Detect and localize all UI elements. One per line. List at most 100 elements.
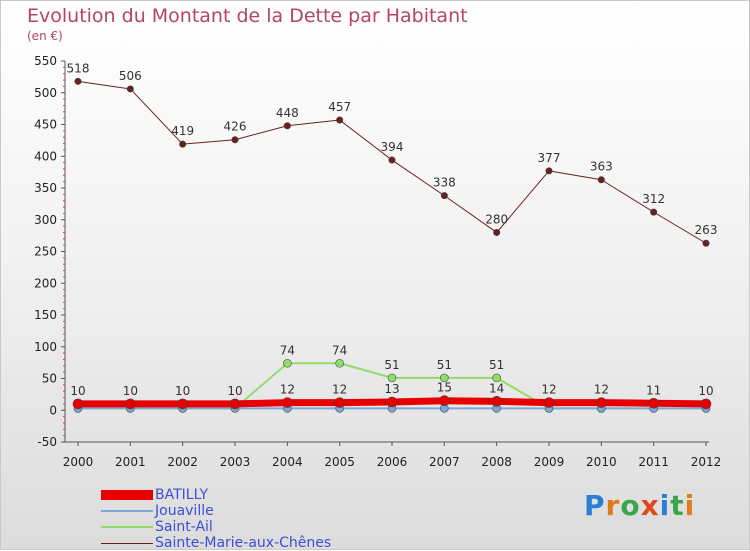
data-label: 74 bbox=[280, 343, 295, 357]
data-point bbox=[440, 192, 448, 200]
data-label: 457 bbox=[328, 100, 351, 114]
data-label: 426 bbox=[224, 120, 247, 134]
data-point bbox=[335, 358, 344, 368]
data-point bbox=[596, 397, 607, 408]
y-tick-label: 300 bbox=[34, 213, 57, 227]
legend-swatch bbox=[101, 490, 153, 500]
data-point bbox=[386, 396, 398, 408]
chart-series bbox=[72, 77, 712, 413]
x-tick-label: 2005 bbox=[324, 455, 355, 469]
x-tick-label: 2012 bbox=[691, 455, 722, 469]
x-tick-label: 2004 bbox=[272, 455, 303, 469]
y-tick-label: 250 bbox=[34, 245, 57, 259]
chart-title: Evolution du Montant de la Dette par Hab… bbox=[27, 5, 468, 27]
logo-letter: r bbox=[605, 489, 621, 522]
data-point bbox=[597, 176, 605, 184]
data-label: 11 bbox=[646, 383, 661, 397]
data-label: 12 bbox=[594, 383, 609, 397]
legend-item: Saint-Ail bbox=[101, 519, 331, 535]
y-tick-label: -50 bbox=[37, 435, 57, 449]
data-point bbox=[283, 358, 292, 368]
data-label: 51 bbox=[437, 358, 452, 372]
data-point bbox=[229, 398, 241, 410]
x-tick-label: 2000 bbox=[63, 455, 94, 469]
data-label: 51 bbox=[489, 358, 504, 372]
y-tick-label: 550 bbox=[34, 54, 57, 68]
legend-label: Sainte-Marie-aux-Chênes bbox=[155, 535, 332, 551]
data-label: 263 bbox=[695, 223, 718, 237]
data-point bbox=[231, 136, 239, 144]
data-label: 10 bbox=[698, 384, 713, 398]
data-label: 394 bbox=[381, 140, 404, 154]
logo-letter: P bbox=[584, 489, 606, 522]
data-label: 312 bbox=[642, 192, 665, 206]
data-point bbox=[648, 397, 659, 409]
data-point bbox=[543, 397, 555, 408]
y-tick-label: 400 bbox=[34, 149, 57, 163]
data-point bbox=[334, 397, 345, 408]
data-point bbox=[177, 398, 188, 410]
data-label: 518 bbox=[67, 61, 90, 75]
data-point bbox=[492, 373, 501, 383]
x-tick-label: 2009 bbox=[534, 455, 565, 469]
legend-item: Jouaville bbox=[101, 503, 331, 519]
logo-letter: x bbox=[640, 489, 660, 522]
data-point bbox=[387, 373, 397, 383]
data-point bbox=[700, 398, 712, 410]
x-tick-label: 2003 bbox=[220, 455, 251, 469]
data-label: 10 bbox=[123, 384, 138, 398]
data-label: 363 bbox=[590, 160, 613, 174]
data-point bbox=[440, 373, 449, 383]
data-point bbox=[72, 398, 84, 410]
y-tick-label: 50 bbox=[42, 372, 57, 386]
data-label: 13 bbox=[384, 382, 399, 396]
data-point bbox=[282, 397, 293, 408]
y-tick-label: 200 bbox=[34, 276, 57, 290]
legend-item: Sainte-Marie-aux-Chênes bbox=[101, 535, 331, 551]
data-label: 12 bbox=[280, 383, 295, 397]
data-label: 338 bbox=[433, 176, 456, 190]
chart-subtitle: (en €) bbox=[27, 29, 63, 43]
data-point bbox=[125, 398, 136, 410]
data-point bbox=[336, 116, 344, 124]
data-point bbox=[439, 395, 450, 407]
data-point bbox=[491, 396, 502, 407]
chart-axes: -50 0 50 100 150 200 250 300 350 400 450 500 550 2000… bbox=[34, 54, 721, 469]
y-tick-label: 500 bbox=[34, 86, 57, 100]
y-tick-label: 100 bbox=[34, 340, 57, 354]
x-tick-label: 2008 bbox=[481, 455, 512, 469]
y-tick-label: 150 bbox=[34, 308, 57, 322]
y-tick-label: 0 bbox=[49, 403, 57, 417]
data-label: 506 bbox=[119, 69, 142, 83]
data-label: 377 bbox=[538, 151, 561, 165]
legend-swatch bbox=[101, 542, 153, 544]
data-point bbox=[650, 208, 658, 216]
chart-legend: BATILLY Jouaville Saint-Ail Sainte-Marie-au… bbox=[101, 487, 331, 551]
data-label: 448 bbox=[276, 106, 299, 120]
x-tick-label: 2010 bbox=[586, 455, 617, 469]
x-tick-label: 2001 bbox=[115, 455, 146, 469]
data-point bbox=[493, 228, 501, 236]
legend-label: Jouaville bbox=[155, 503, 214, 519]
data-label: 12 bbox=[332, 383, 347, 397]
legend-swatch bbox=[101, 526, 153, 528]
y-tick-label: 450 bbox=[34, 118, 57, 132]
data-label: 10 bbox=[227, 384, 242, 398]
data-label: 14 bbox=[489, 381, 504, 395]
chart-data-labels: 74 74 51 51 51 10 10 10 10 12 12 13 15 14 12 12 11 10 518 5… bbox=[67, 61, 718, 398]
data-point bbox=[545, 167, 553, 175]
proxiti-logo: Proxiti bbox=[584, 489, 695, 522]
y-tick-label: 350 bbox=[34, 181, 57, 195]
data-label: 12 bbox=[541, 383, 556, 397]
data-label: 51 bbox=[384, 358, 399, 372]
x-tick-label: 2002 bbox=[167, 455, 198, 469]
data-label: 10 bbox=[70, 384, 85, 398]
x-tick-label: 2007 bbox=[429, 455, 460, 469]
data-label: 74 bbox=[332, 343, 347, 357]
data-point bbox=[388, 156, 396, 164]
data-label: 419 bbox=[171, 124, 194, 138]
x-tick-label: 2006 bbox=[377, 455, 408, 469]
logo-letter: i bbox=[659, 489, 671, 522]
data-label: 280 bbox=[485, 212, 508, 226]
